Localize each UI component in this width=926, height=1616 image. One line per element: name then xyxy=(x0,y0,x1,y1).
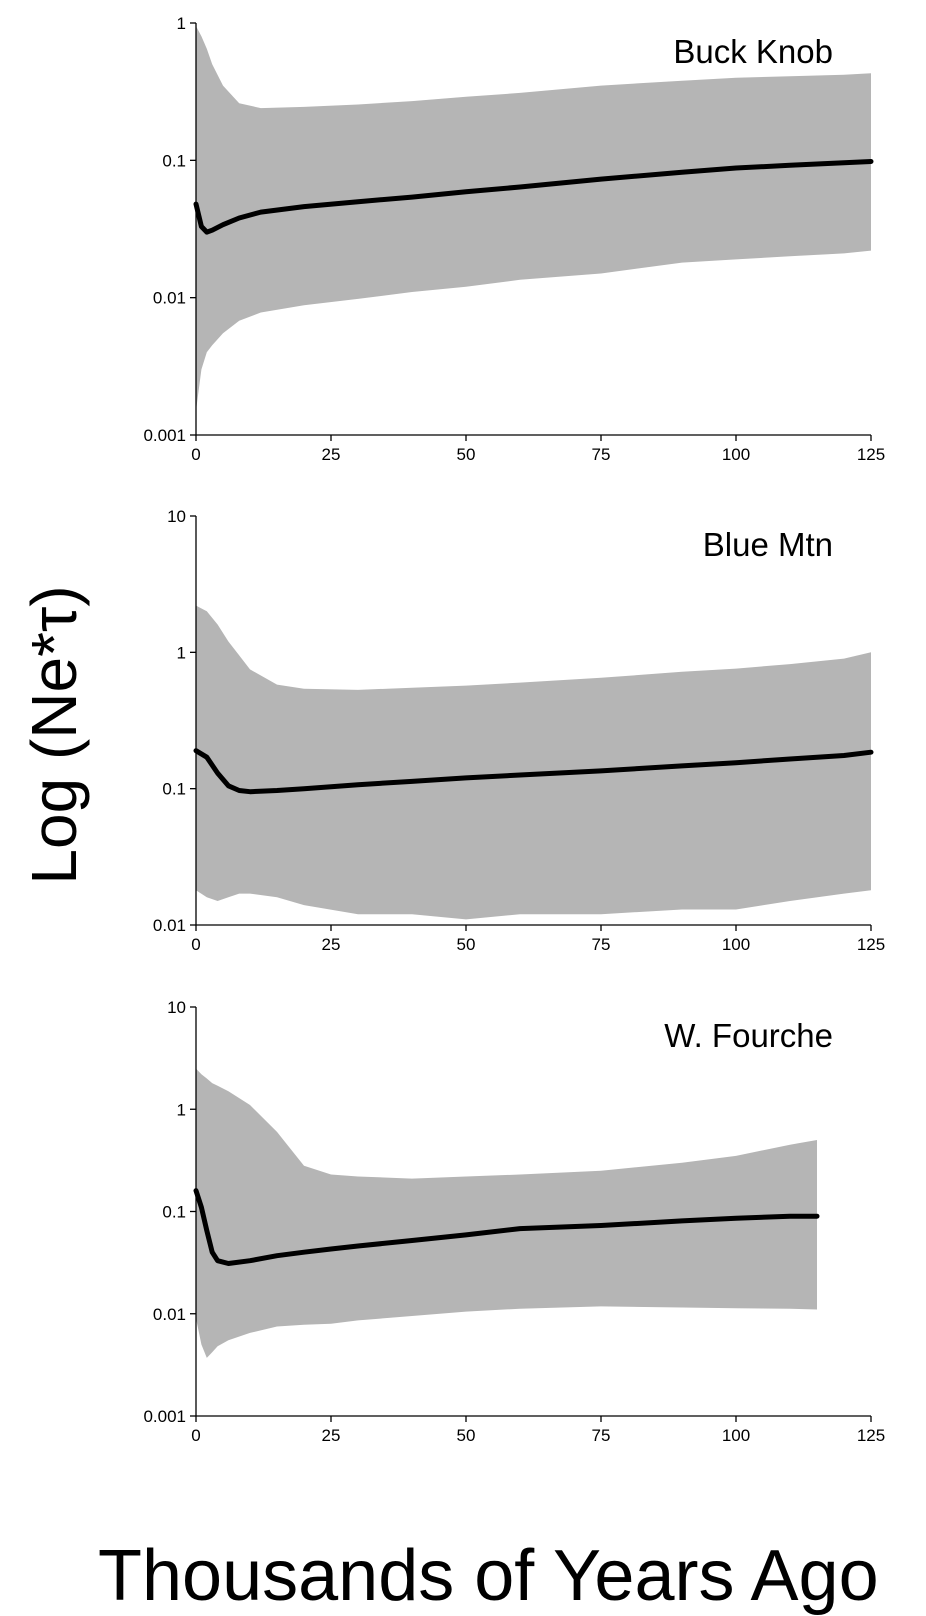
panel-1: 0.001 0.01 0.1 1 0 25 50 75 100 125 Buck Knob xyxy=(143,14,885,464)
y-tick-label: 0.1 xyxy=(162,780,186,799)
x-tick-label: 25 xyxy=(322,445,341,464)
x-tick-label: 75 xyxy=(592,445,611,464)
x-tick-label: 50 xyxy=(457,1426,476,1445)
y-tick-label: 0.001 xyxy=(143,426,186,445)
x-tick-label: 100 xyxy=(722,935,750,954)
y-tick-label: 0.01 xyxy=(153,1305,186,1324)
confidence-band xyxy=(196,1068,817,1358)
y-tick-label: 10 xyxy=(167,998,186,1017)
y-tick-label: 0.1 xyxy=(162,1203,186,1222)
x-tick-label: 75 xyxy=(592,935,611,954)
panel-title: W. Fourche xyxy=(664,1017,833,1054)
y-tick-label: 0.1 xyxy=(162,151,186,170)
x-tick-label: 0 xyxy=(191,445,200,464)
y-tick-label: 1 xyxy=(177,1100,186,1119)
confidence-band xyxy=(196,26,871,411)
x-axis-title: Thousands of Years Ago xyxy=(98,1536,879,1616)
y-axis-title: Log (Ne*τ) xyxy=(18,585,90,884)
x-tick-label: 0 xyxy=(191,1426,200,1445)
panel-title: Buck Knob xyxy=(673,33,833,70)
y-tick-label: 0.001 xyxy=(143,1407,186,1426)
panel-title: Blue Mtn xyxy=(703,526,833,563)
x-tick-label: 25 xyxy=(322,935,341,954)
y-tick-label: 10 xyxy=(167,507,186,526)
x-tick-label: 125 xyxy=(857,935,885,954)
x-tick-label: 25 xyxy=(322,1426,341,1445)
x-tick-label: 100 xyxy=(722,1426,750,1445)
median-line xyxy=(193,159,874,235)
x-tick-label: 50 xyxy=(457,935,476,954)
median-line xyxy=(193,1188,820,1266)
x-tick-label: 100 xyxy=(722,445,750,464)
y-tick-label: 1 xyxy=(177,643,186,662)
x-tick-label: 50 xyxy=(457,445,476,464)
x-tick-label: 125 xyxy=(857,1426,885,1445)
confidence-band xyxy=(196,605,871,920)
x-tick-label: 0 xyxy=(191,935,200,954)
x-tick-label: 125 xyxy=(857,445,885,464)
x-tick-label: 75 xyxy=(592,1426,611,1445)
median-line xyxy=(193,748,874,795)
y-tick-label: 0.01 xyxy=(153,916,186,935)
y-tick-label: 1 xyxy=(177,14,186,33)
y-tick-label: 0.01 xyxy=(153,289,186,308)
